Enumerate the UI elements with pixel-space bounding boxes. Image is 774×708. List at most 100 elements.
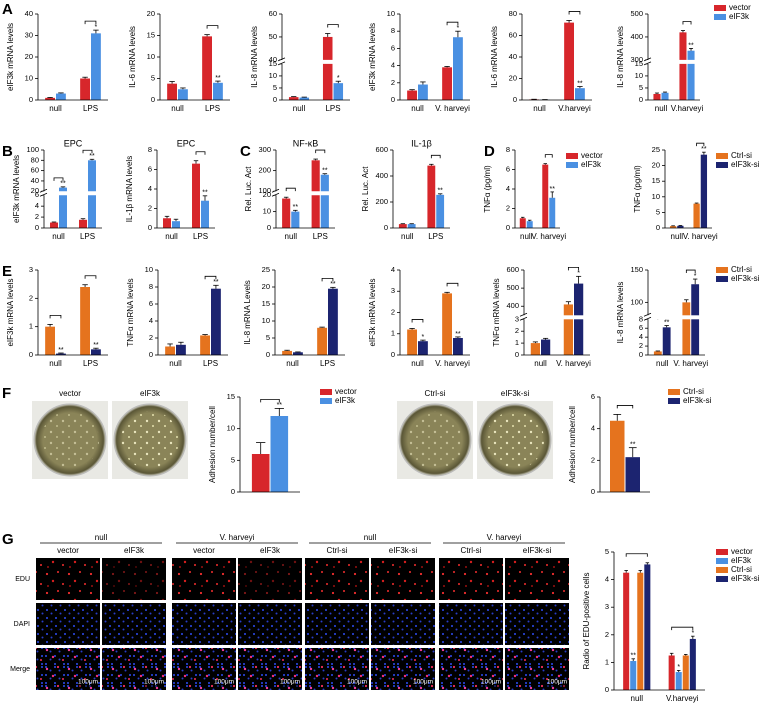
y-tick-label: 0: [231, 487, 235, 496]
legend-label: eIF3k: [335, 396, 356, 405]
y-tick-label: 2: [29, 293, 33, 302]
x-tick-label: LPS: [83, 359, 98, 368]
y-tick-label: 1: [515, 338, 519, 347]
significance-mark: **: [293, 204, 299, 211]
significance-mark: **: [630, 653, 636, 660]
y-tick-label: 0: [29, 95, 33, 104]
bar: [679, 32, 687, 100]
bar: [682, 302, 691, 355]
legend-swatch: [320, 398, 332, 404]
legend-label: Ctrl-si: [731, 565, 752, 574]
colonies: [486, 411, 544, 469]
micrograph-signal: [505, 558, 569, 600]
condition-label: V. harveyi: [487, 533, 522, 542]
bar: [662, 327, 671, 355]
legend-label: vector: [581, 151, 603, 160]
bar: [564, 22, 574, 101]
bar: [165, 346, 175, 355]
significance-bracket: [411, 319, 424, 323]
y-axis-label: TNFα mRNA levels: [492, 278, 501, 346]
x-tick-label: LPS: [320, 359, 335, 368]
bar: [407, 90, 417, 100]
legend-label: eIF3k-si: [731, 274, 760, 283]
y-tick-label: 100: [26, 145, 39, 154]
y-axis-label: eIF3k mRNA levels: [6, 23, 15, 91]
colonies: [41, 411, 99, 469]
y-axis-label: IL-8 mRNA Levels: [243, 280, 252, 344]
bar: [50, 222, 58, 228]
bar: [610, 420, 625, 492]
bar: [56, 353, 66, 355]
axis-break-mark: [39, 188, 48, 197]
significance-bracket: [446, 282, 459, 287]
bar: [427, 165, 436, 228]
column-label: vector: [193, 546, 215, 555]
y-tick-label: 10: [145, 265, 153, 274]
x-tick-label: null: [655, 104, 668, 113]
y-tick-label: 500: [506, 283, 519, 292]
y-tick-label: 6: [35, 190, 39, 199]
y-tick-label: 1: [391, 329, 395, 338]
significance-mark: **: [550, 186, 556, 193]
legend-swatch: [566, 162, 578, 168]
significance-bracket: [84, 275, 97, 279]
legend-swatch: [716, 576, 728, 582]
x-tick-label: null: [671, 232, 684, 241]
legend-swatch: [714, 5, 726, 11]
significance-bracket: [195, 151, 206, 155]
legend-label: eIF3k: [581, 160, 602, 169]
bar: [693, 203, 700, 228]
legend-swatch: [668, 389, 680, 395]
bar: [299, 97, 310, 100]
y-tick-label: 1: [605, 657, 609, 666]
y-tick-label: 5: [605, 547, 609, 556]
y-tick-label: 4: [148, 184, 152, 193]
significance-mark: **: [213, 279, 219, 286]
y-tick-label: 4: [391, 61, 395, 70]
bar: [519, 218, 526, 228]
bar: [398, 224, 407, 228]
significance-mark: *: [694, 273, 697, 280]
x-tick-label: null: [656, 359, 669, 368]
significance-mark: **: [630, 442, 636, 449]
legend-label: eIF3k: [729, 12, 750, 21]
legend-swatch: [716, 558, 728, 564]
x-tick-label: LPS: [193, 232, 208, 241]
legend-label: Ctrl-si: [731, 151, 752, 160]
bar-chart: 0 1 2 3 400 500 600 TNFα mRNA levels null V. harv…: [492, 265, 591, 368]
bar: [541, 339, 551, 355]
y-tick-label: 8: [639, 314, 643, 323]
y-tick-label: 0: [266, 350, 270, 359]
y-tick-label: 6: [148, 164, 152, 173]
bar: [675, 672, 682, 690]
bar: [682, 655, 689, 690]
bar-chart: 0 200 400 600 Rel. Luc. Act IL-1β null LPS **: [361, 138, 450, 241]
bar: [418, 341, 428, 355]
legend-swatch: [714, 14, 726, 20]
bar: [644, 564, 651, 690]
bar: [623, 572, 630, 690]
column-label: Ctrl-si: [461, 546, 482, 555]
bar: [59, 187, 67, 228]
significance-mark: **: [701, 146, 707, 153]
axis-break: [40, 191, 102, 196]
bar: [436, 194, 445, 228]
y-tick-label: 10: [635, 71, 643, 80]
scale-bar-label: 100μm: [481, 679, 501, 686]
x-tick-label: LPS: [325, 104, 340, 113]
bar: [453, 338, 463, 355]
legend-swatch: [716, 267, 728, 273]
bar: [56, 93, 66, 100]
bar: [530, 343, 540, 355]
bar: [677, 225, 684, 228]
y-tick-label: 0: [149, 350, 153, 359]
x-tick-label: null: [286, 359, 299, 368]
y-tick-label: 15: [147, 30, 155, 39]
scale-bar-label: 100μm: [144, 679, 164, 686]
bar: [201, 200, 209, 228]
significance-mark: **: [58, 347, 64, 354]
micrograph-signal: [505, 603, 569, 645]
y-tick-label: 2: [391, 307, 395, 316]
